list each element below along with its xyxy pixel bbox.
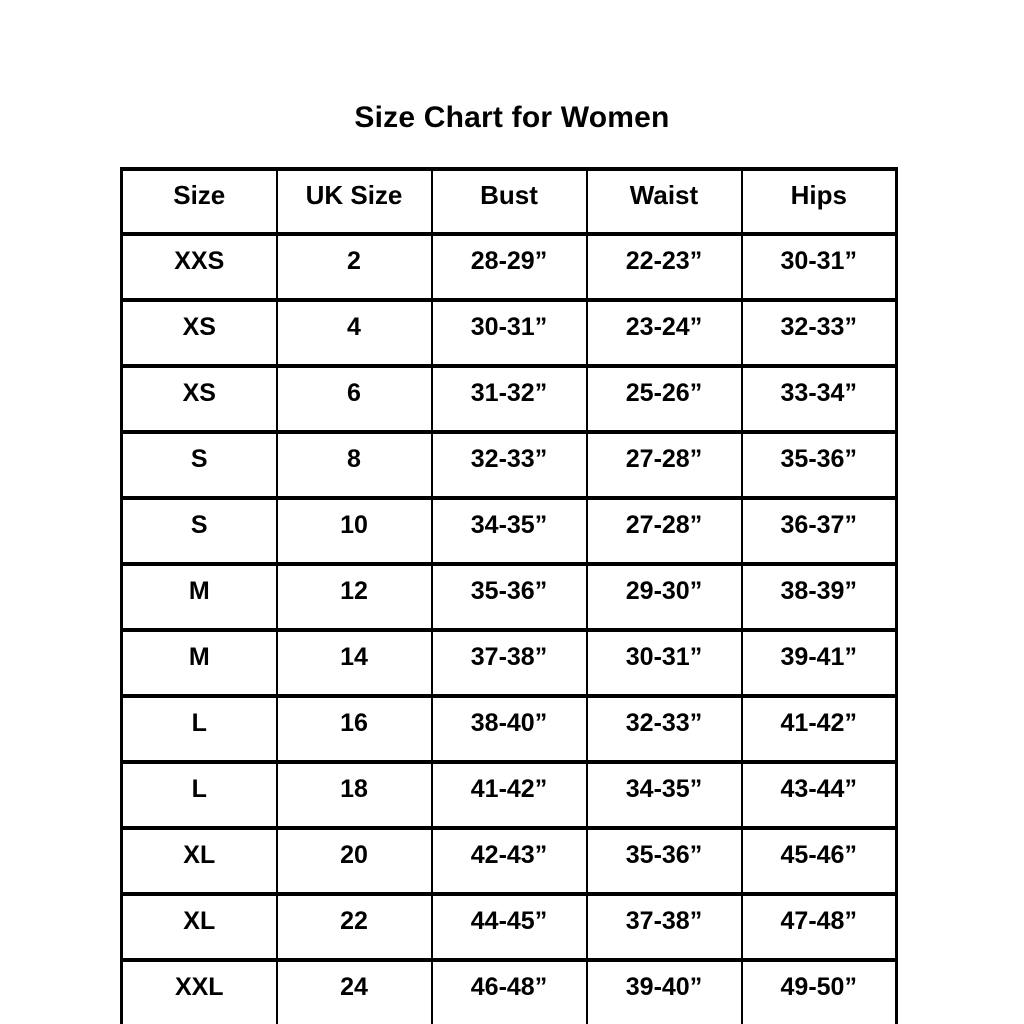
table-cell: 34-35” — [585, 760, 743, 830]
table-cell: L — [120, 760, 278, 830]
table-cell: 35-36” — [430, 562, 588, 632]
table-cell: 49-50” — [740, 958, 898, 1024]
table-cell: 44-45” — [430, 892, 588, 962]
table-cell: 46-48” — [430, 958, 588, 1024]
table-row: L 16 38-40” 32-33” 41-42” — [120, 694, 898, 764]
table-cell: 16 — [275, 694, 433, 764]
table-cell: S — [120, 430, 278, 500]
table-cell: 32-33” — [740, 298, 898, 368]
table-cell: 27-28” — [585, 496, 743, 566]
table-row: XXL 24 46-48” 39-40” 49-50” — [120, 958, 898, 1024]
header-row: Size UK Size Bust Waist Hips — [120, 167, 898, 236]
header-cell-uk-size: UK Size — [275, 167, 433, 236]
table-cell: 30-31” — [585, 628, 743, 698]
table-cell: 12 — [275, 562, 433, 632]
table-cell: 28-29” — [430, 232, 588, 302]
table-row: XS 4 30-31” 23-24” 32-33” — [120, 298, 898, 368]
header-cell-hips: Hips — [740, 167, 898, 236]
table-cell: 34-35” — [430, 496, 588, 566]
table-cell: 32-33” — [585, 694, 743, 764]
table-cell: 14 — [275, 628, 433, 698]
size-chart-table: Size UK Size Bust Waist Hips XXS 2 28-29” 22-23… — [120, 167, 898, 1024]
table-cell: 10 — [275, 496, 433, 566]
table-cell: 41-42” — [430, 760, 588, 830]
table-row: XS 6 31-32” 25-26” 33-34” — [120, 364, 898, 434]
table-cell: 18 — [275, 760, 433, 830]
table-cell: XL — [120, 826, 278, 896]
table-cell: 36-37” — [740, 496, 898, 566]
table-cell: XS — [120, 364, 278, 434]
header-cell-bust: Bust — [430, 167, 588, 236]
table-cell: 25-26” — [585, 364, 743, 434]
table-cell: 33-34” — [740, 364, 898, 434]
table-row: XXS 2 28-29” 22-23” 30-31” — [120, 232, 898, 302]
table-cell: 2 — [275, 232, 433, 302]
table-cell: 39-41” — [740, 628, 898, 698]
table-cell: M — [120, 562, 278, 632]
table-cell: 37-38” — [585, 892, 743, 962]
table-cell: 24 — [275, 958, 433, 1024]
table-cell: XXL — [120, 958, 278, 1024]
table-cell: S — [120, 496, 278, 566]
header-cell-size: Size — [120, 167, 278, 236]
table-cell: 8 — [275, 430, 433, 500]
table-cell: 43-44” — [740, 760, 898, 830]
table-cell: 23-24” — [585, 298, 743, 368]
page-title: Size Chart for Women — [354, 101, 670, 134]
table-cell: 20 — [275, 826, 433, 896]
table-row: M 14 37-38” 30-31” 39-41” — [120, 628, 898, 698]
table-cell: 6 — [275, 364, 433, 434]
table-cell: 47-48” — [740, 892, 898, 962]
header-cell-waist: Waist — [585, 167, 743, 236]
table-cell: 41-42” — [740, 694, 898, 764]
table-row: XL 22 44-45” 37-38” 47-48” — [120, 892, 898, 962]
table-cell: 38-40” — [430, 694, 588, 764]
table-cell: 32-33” — [430, 430, 588, 500]
table-cell: 30-31” — [430, 298, 588, 368]
table-cell: XL — [120, 892, 278, 962]
table-row: L 18 41-42” 34-35” 43-44” — [120, 760, 898, 830]
table-cell: 38-39” — [740, 562, 898, 632]
table-cell: 27-28” — [585, 430, 743, 500]
table-cell: L — [120, 694, 278, 764]
table-cell: 31-32” — [430, 364, 588, 434]
table-row: M 12 35-36” 29-30” 38-39” — [120, 562, 898, 632]
table-cell: XXS — [120, 232, 278, 302]
table-cell: 4 — [275, 298, 433, 368]
table-cell: XS — [120, 298, 278, 368]
table-cell: 39-40” — [585, 958, 743, 1024]
table-row: S 8 32-33” 27-28” 35-36” — [120, 430, 898, 500]
table-cell: 37-38” — [430, 628, 588, 698]
table-cell: 29-30” — [585, 562, 743, 632]
table-cell: 42-43” — [430, 826, 588, 896]
table-row: S 10 34-35” 27-28” 36-37” — [120, 496, 898, 566]
table-cell: 22-23” — [585, 232, 743, 302]
table-row: XL 20 42-43” 35-36” 45-46” — [120, 826, 898, 896]
table-cell: 35-36” — [740, 430, 898, 500]
table-cell: M — [120, 628, 278, 698]
table-body: XXS 2 28-29” 22-23” 30-31” XS 4 30-31” 23-24” 32-… — [120, 232, 898, 1024]
table-header: Size UK Size Bust Waist Hips — [120, 167, 898, 236]
table-cell: 45-46” — [740, 826, 898, 896]
table-cell: 30-31” — [740, 232, 898, 302]
table-cell: 22 — [275, 892, 433, 962]
table-cell: 35-36” — [585, 826, 743, 896]
